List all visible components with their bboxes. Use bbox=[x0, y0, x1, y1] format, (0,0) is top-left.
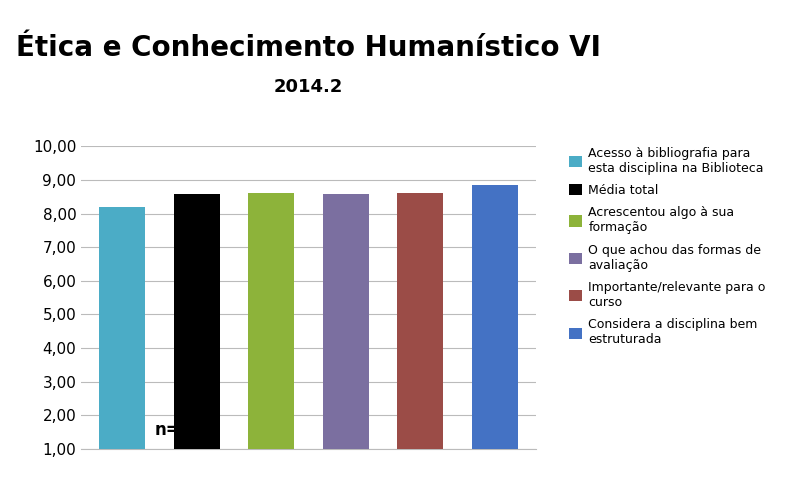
Text: 2014.2: 2014.2 bbox=[273, 78, 343, 96]
Bar bbox=[397, 193, 443, 449]
Legend: Acesso à bibliografia para
esta disciplina na Biblioteca, Média total, Acrescent: Acesso à bibliografia para esta discipli… bbox=[569, 146, 765, 346]
Text: n=66: n=66 bbox=[154, 421, 203, 439]
Bar bbox=[322, 195, 368, 449]
Text: Ética e Conhecimento Humanístico VI: Ética e Conhecimento Humanístico VI bbox=[16, 34, 600, 62]
Bar bbox=[248, 193, 294, 449]
Bar bbox=[471, 185, 517, 449]
Bar bbox=[174, 195, 220, 449]
Bar bbox=[99, 207, 145, 449]
